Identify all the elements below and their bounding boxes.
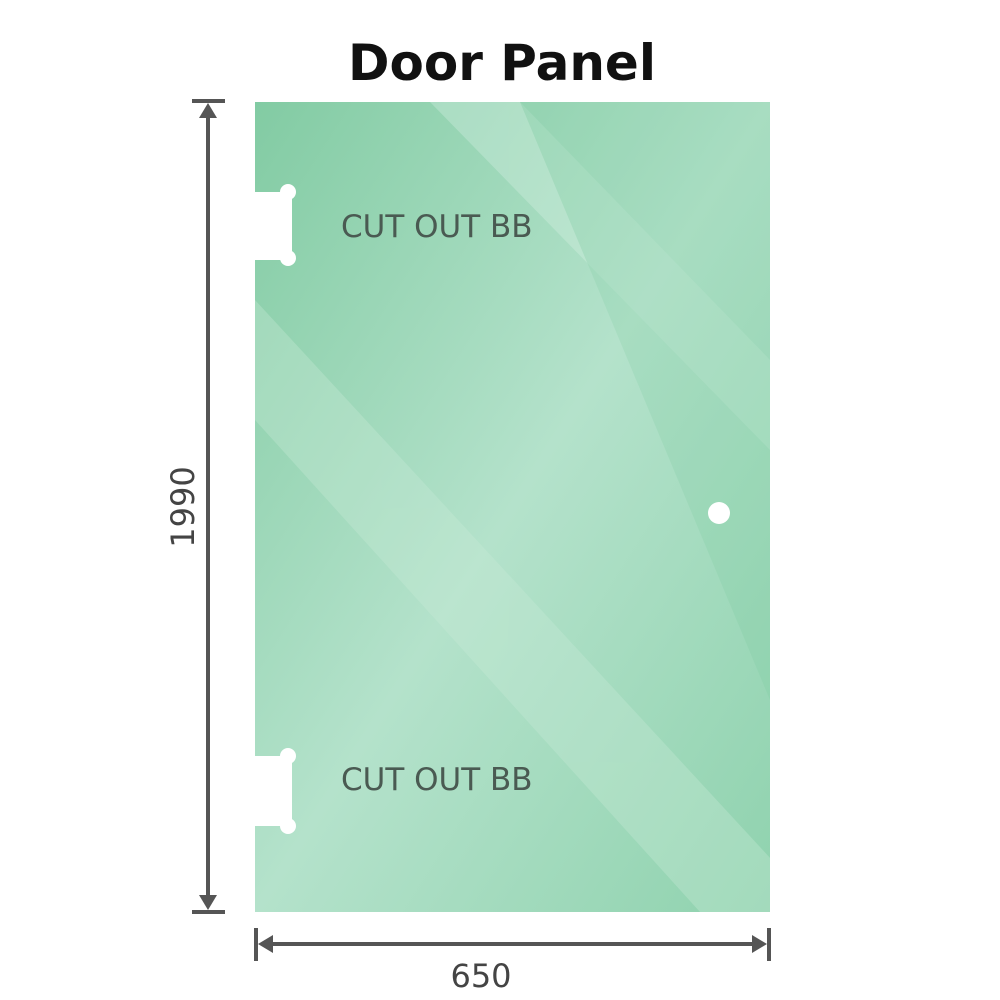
cutout-top <box>252 184 296 266</box>
height-dimension-line <box>192 99 225 914</box>
handle-hole <box>708 502 730 524</box>
width-dimension-line <box>254 928 771 961</box>
cutout-bottom <box>252 748 296 834</box>
height-label: 1990 <box>164 466 202 547</box>
width-label: 650 <box>450 957 511 995</box>
diagram-title: Door Panel <box>348 34 656 92</box>
glass-panel <box>255 102 770 912</box>
cutout-bottom-label: CUT OUT BB <box>341 762 533 798</box>
cutout-top-label: CUT OUT BB <box>341 209 533 245</box>
